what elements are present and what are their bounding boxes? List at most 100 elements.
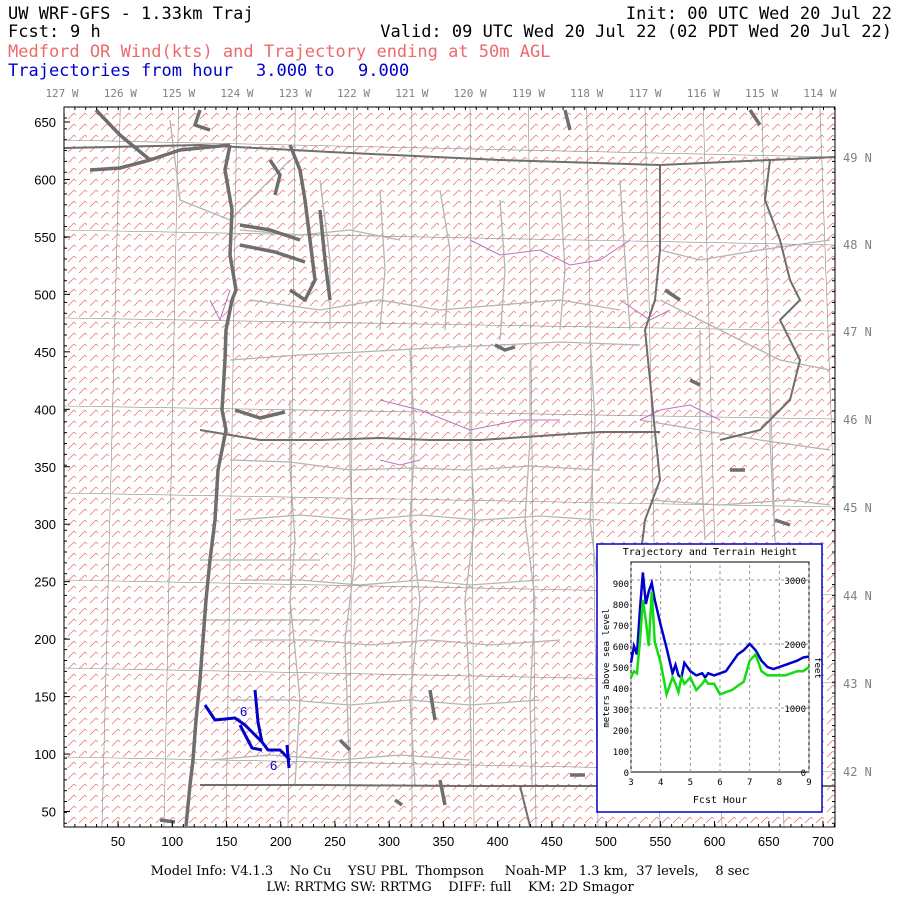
inset-chart: Trajectory and Terrain Height 9008007006… bbox=[596, 543, 823, 813]
y-tick-label: 450 bbox=[34, 345, 56, 360]
county-borders bbox=[169, 119, 831, 786]
coast-line bbox=[689, 378, 701, 387]
lon-label: 121 W bbox=[395, 87, 428, 100]
traj-hour-label: 6 bbox=[270, 758, 277, 773]
county-line bbox=[699, 330, 706, 541]
river bbox=[379, 399, 560, 431]
inset-right-tick: 2000 bbox=[784, 641, 806, 651]
lat-label: 43 N bbox=[843, 677, 872, 691]
inset-left-tick: 800 bbox=[613, 601, 629, 611]
coast-line bbox=[774, 518, 791, 527]
inset-ylabel-left: meters above sea level bbox=[602, 608, 612, 727]
inset-series-line bbox=[629, 572, 810, 680]
county-line bbox=[250, 639, 561, 646]
county-line bbox=[659, 239, 831, 261]
y-tick-label: 650 bbox=[34, 115, 56, 130]
coast-line bbox=[239, 223, 301, 242]
coast-line bbox=[438, 779, 447, 806]
latitude-labels: 49 N 48 N 47 N 46 N 45 N 44 N 43 N 42 N bbox=[843, 151, 872, 779]
inset-xlabel: Fcst Hour bbox=[693, 795, 747, 806]
coast-line bbox=[494, 343, 516, 352]
county-line bbox=[249, 299, 621, 311]
lon-label: 120 W bbox=[454, 87, 487, 100]
fcst-value: 9 h bbox=[70, 22, 101, 42]
longitude-line bbox=[349, 107, 354, 827]
y-tick-label: 500 bbox=[34, 287, 56, 302]
model-info-2: LW: RRTMG SW: RRTMG DIFF: full KM: 2D Sm… bbox=[266, 880, 634, 895]
inset-x-tick: 3 bbox=[628, 778, 633, 788]
x-tick-label: 500 bbox=[595, 834, 617, 849]
inset-series-line bbox=[629, 591, 810, 700]
inset-left-tick: 900 bbox=[613, 580, 629, 590]
coast-line bbox=[318, 209, 332, 301]
traj-to-word: to bbox=[314, 61, 335, 81]
traj-hour-label: 6 bbox=[240, 704, 247, 719]
coast-line bbox=[193, 109, 211, 132]
y-tick-label: 50 bbox=[42, 805, 56, 820]
state-line bbox=[64, 143, 835, 167]
lon-label: 118 W bbox=[570, 87, 603, 100]
y-tick-label: 100 bbox=[34, 747, 56, 762]
x-tick-label: 150 bbox=[216, 834, 238, 849]
rivers bbox=[209, 239, 721, 466]
lon-label: 119 W bbox=[512, 87, 545, 100]
x-tick-label: 400 bbox=[487, 834, 509, 849]
lon-label: 126 W bbox=[104, 87, 137, 100]
county-line bbox=[169, 119, 291, 221]
latitude-line bbox=[64, 405, 835, 420]
y-tick-label: 150 bbox=[34, 690, 56, 705]
trajectory bbox=[203, 689, 292, 769]
inset-title: Trajectory and Terrain Height bbox=[623, 547, 798, 558]
traj-label: Trajectories from hour bbox=[8, 61, 234, 81]
county-line bbox=[659, 299, 831, 371]
coast-line bbox=[393, 798, 404, 807]
state-line bbox=[719, 159, 802, 441]
lat-label: 45 N bbox=[843, 501, 872, 515]
lat-label: 49 N bbox=[843, 151, 872, 165]
river bbox=[209, 289, 231, 322]
title: UW WRF-GFS - 1.33km Traj bbox=[8, 4, 254, 24]
traj-from: 3.000 bbox=[256, 61, 308, 81]
latitude-line bbox=[64, 317, 835, 332]
county-line bbox=[230, 699, 541, 706]
inset-left-tick: 200 bbox=[613, 727, 629, 737]
trajectory-path bbox=[203, 704, 292, 762]
lon-label: 123 W bbox=[279, 87, 312, 100]
y-tick-label: 200 bbox=[34, 632, 56, 647]
lon-label: 116 W bbox=[687, 87, 720, 100]
coast-line bbox=[428, 689, 437, 721]
inset-x-tick: 9 bbox=[806, 778, 811, 788]
inset-left-tick: 0 bbox=[624, 769, 629, 779]
x-tick-label: 350 bbox=[433, 834, 455, 849]
county-line bbox=[769, 340, 776, 541]
x-tick-label: 550 bbox=[649, 834, 671, 849]
inset-right-tick: 0 bbox=[801, 769, 806, 779]
county-line bbox=[234, 514, 601, 521]
latitude-line bbox=[64, 139, 835, 158]
fcst-label: Fcst: bbox=[8, 22, 60, 42]
county-line bbox=[229, 341, 641, 361]
county-line bbox=[319, 179, 331, 330]
county-line bbox=[409, 349, 421, 786]
river bbox=[639, 404, 721, 421]
x-tick-label: 650 bbox=[758, 834, 780, 849]
longitude-line bbox=[819, 107, 835, 532]
x-tick-label: 100 bbox=[161, 834, 183, 849]
lon-label: 124 W bbox=[220, 87, 253, 100]
inset-x-tick: 5 bbox=[688, 778, 693, 788]
coast-line bbox=[664, 288, 681, 302]
longitude-line bbox=[101, 107, 121, 827]
graticule bbox=[64, 107, 835, 827]
inset-left-tick: 100 bbox=[613, 748, 629, 758]
x-tick-label: 700 bbox=[812, 834, 834, 849]
y-tick-label: 600 bbox=[34, 172, 56, 187]
lon-label: 122 W bbox=[337, 87, 370, 100]
coast-line bbox=[338, 738, 352, 752]
state-line bbox=[643, 165, 661, 433]
x-tick-label: 50 bbox=[111, 834, 125, 849]
lon-label: 114 W bbox=[803, 87, 836, 100]
coast-line bbox=[239, 243, 306, 264]
latitude-line bbox=[64, 229, 835, 246]
